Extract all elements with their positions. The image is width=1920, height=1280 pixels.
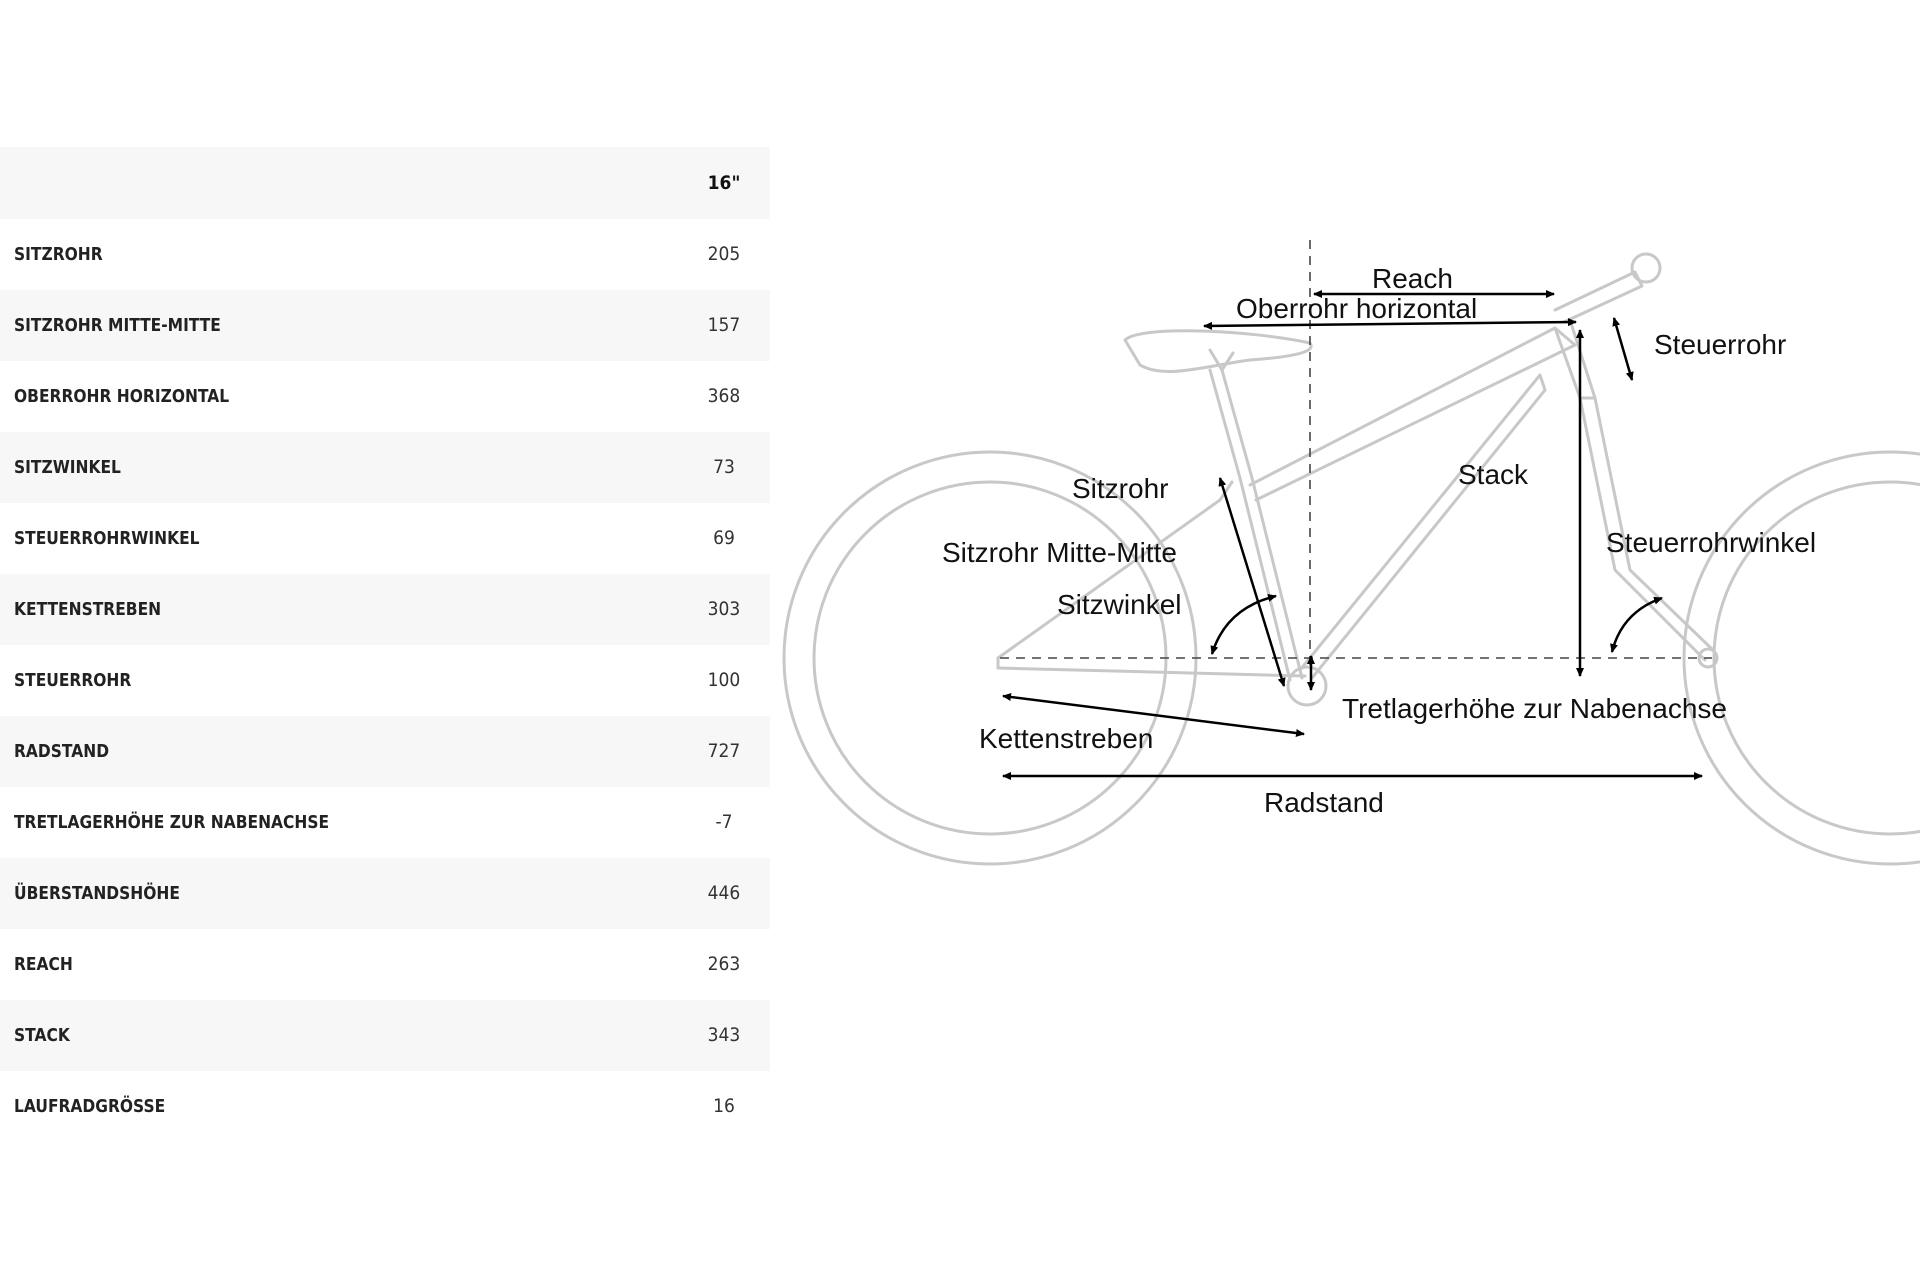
row-label: ÜBERSTANDSHÖHE: [14, 883, 180, 904]
label-seat-tube: Sitzrohr: [1072, 473, 1168, 504]
front-wheel-inner: [1712, 480, 1920, 836]
table-row: ÜBERSTANDSHÖHE 446: [0, 858, 770, 929]
row-label: REACH: [14, 954, 73, 975]
table-row: SITZROHR MITTE-MITTE 157: [0, 290, 770, 361]
table-row: REACH 263: [0, 929, 770, 1000]
head-tube-arrow: [1612, 317, 1634, 381]
table-row: OBERROHR HORIZONTAL 368: [0, 361, 770, 432]
table-row: SITZWINKEL 73: [0, 432, 770, 503]
row-value: -7: [715, 811, 733, 833]
row-value: 205: [707, 243, 741, 265]
saddle-shape: [1123, 329, 1313, 373]
row-value: 16: [713, 1095, 735, 1117]
row-label: STACK: [14, 1025, 70, 1046]
label-top-tube: Oberrohr horizontal: [1236, 293, 1477, 324]
row-value: 73: [713, 456, 735, 478]
seat-tube-shape: [1208, 368, 1304, 682]
table-row: STACK 343: [0, 1000, 770, 1071]
row-value: 368: [707, 385, 741, 407]
table-row: TRETLAGERHÖHE ZUR NABENACHSE -7: [0, 787, 770, 858]
bike-frame: [782, 252, 1920, 866]
row-label: SITZROHR: [14, 244, 103, 265]
row-label: KETTENSTREBEN: [14, 599, 162, 620]
table-row: SITZROHR 205: [0, 219, 770, 290]
front-hub: [1697, 647, 1719, 669]
top-tube-shape: [1248, 326, 1577, 502]
label-stack: Stack: [1458, 459, 1529, 490]
table-header-row: 16": [0, 147, 770, 219]
label-seat-angle: Sitzwinkel: [1057, 589, 1181, 620]
row-value: 263: [707, 953, 741, 975]
label-chainstay: Kettenstreben: [979, 723, 1153, 754]
row-value: 100: [707, 669, 741, 691]
bottom-bracket: [1286, 665, 1328, 707]
stem-shape: [1553, 270, 1644, 324]
seatstay-tube: [996, 480, 1234, 660]
label-reach: Reach: [1372, 263, 1453, 294]
table-row: RADSTAND 727: [0, 716, 770, 787]
bike-geometry-diagram: Reach Oberrohr horizontal Steuerrohr Sit…: [782, 240, 1920, 866]
seat-angle-arc: [1210, 593, 1277, 655]
table-row: LAUFRADGRÖSSE 16: [0, 1071, 770, 1142]
head-angle-arc: [1610, 596, 1663, 653]
label-seat-tube-cc: Sitzrohr Mitte-Mitte: [942, 537, 1177, 568]
row-label: SITZWINKEL: [14, 457, 121, 478]
label-wheelbase: Radstand: [1264, 787, 1384, 818]
front-wheel-outer: [1682, 450, 1920, 866]
table-row: STEUERROHRWINKEL 69: [0, 503, 770, 574]
geometry-table: 16" SITZROHR 205 SITZROHR MITTE-MITTE 15…: [0, 147, 790, 1142]
row-label: STEUERROHRWINKEL: [14, 528, 200, 549]
row-value: 303: [707, 598, 741, 620]
row-label: SITZROHR MITTE-MITTE: [14, 315, 221, 336]
row-label: RADSTAND: [14, 741, 110, 762]
chainstay-arrow: [1002, 693, 1305, 737]
seat-tube-arrow: [1218, 477, 1286, 687]
row-value: 343: [707, 1024, 741, 1046]
handlebar-clamp: [1630, 252, 1662, 284]
row-value: 69: [713, 527, 735, 549]
down-tube-shape: [1298, 373, 1547, 680]
row-value: 727: [707, 740, 741, 762]
row-label: TRETLAGERHÖHE ZUR NABENACHSE: [14, 812, 330, 833]
label-head-tube: Steuerrohr: [1654, 329, 1786, 360]
fork-shape: [1578, 396, 1715, 662]
row-label: STEUERROHR: [14, 670, 132, 691]
row-label: OBERROHR HORIZONTAL: [14, 386, 230, 407]
seatpost-shape: [1208, 348, 1235, 372]
row-label: LAUFRADGRÖSSE: [14, 1096, 166, 1117]
top-tube-arrow: [1203, 318, 1577, 330]
table-row: STEUERROHR 100: [0, 645, 770, 716]
label-bb-drop: Tretlagerhöhe zur Nabenachse: [1342, 693, 1727, 724]
row-value: 446: [707, 882, 741, 904]
reference-lines: [1000, 240, 1712, 670]
chainstay-tube: [996, 656, 1307, 678]
table-row: KETTENSTREBEN 303: [0, 574, 770, 645]
label-head-angle: Steuerrohrwinkel: [1606, 527, 1816, 558]
size-header: 16": [707, 172, 741, 194]
row-value: 157: [707, 314, 741, 336]
measurement-arrows: [1002, 290, 1703, 780]
